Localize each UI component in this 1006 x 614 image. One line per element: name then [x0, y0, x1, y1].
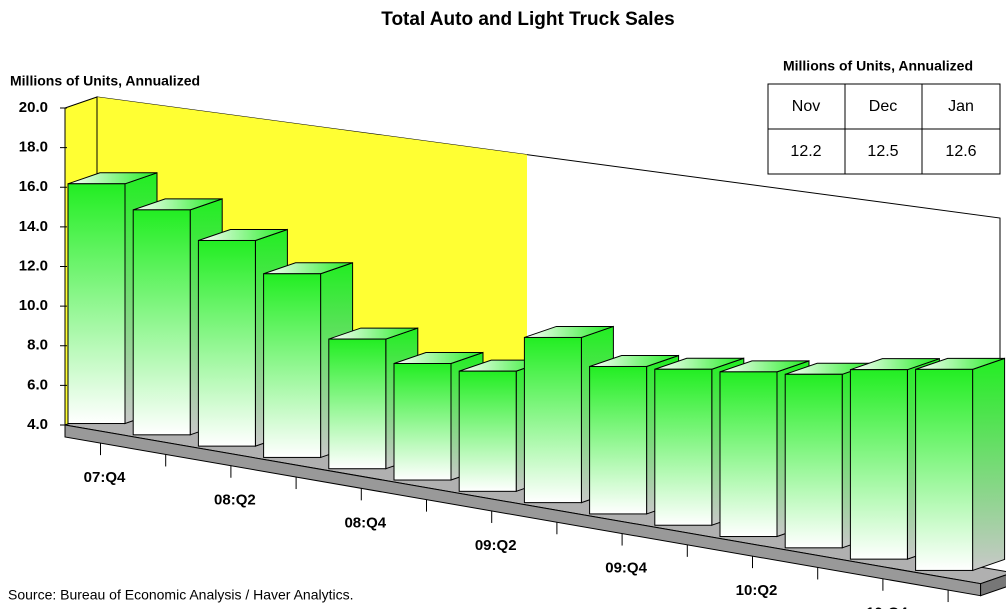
table-cell: 12.6 — [945, 143, 976, 160]
plot: 4.0 6.0 8.0 10.0 12.0 14.0 16.0 18.0 20.0 07:Q4 08… — [19, 96, 1006, 614]
x-tick-label: 10:Q2 — [736, 582, 778, 599]
x-tick-label: 09:Q2 — [475, 537, 517, 554]
bar — [654, 368, 713, 526]
y-axis-label: Millions of Units, Annualized — [10, 73, 200, 89]
chart-title: Total Auto and Light Truck Sales — [381, 9, 674, 30]
x-tick-label: 08:Q4 — [344, 514, 386, 531]
y-tick-label: 18.0 — [19, 139, 48, 156]
x-tick-label: 10:Q4 — [866, 605, 908, 609]
bar — [784, 373, 843, 549]
bar — [393, 363, 452, 481]
bar — [589, 365, 648, 515]
bar — [915, 368, 974, 571]
x-tick-label: 08:Q2 — [214, 492, 256, 509]
table-header: Jan — [948, 98, 974, 115]
bar — [458, 370, 517, 492]
bar — [67, 183, 126, 425]
y-tick-label: 16.0 — [19, 178, 48, 195]
bar — [263, 273, 322, 458]
bar — [328, 338, 387, 470]
bar — [719, 371, 778, 538]
y-tick-label: 4.0 — [27, 416, 48, 433]
table — [767, 83, 1001, 175]
table-header: Dec — [869, 98, 897, 115]
x-tick-label: 07:Q4 — [84, 469, 126, 486]
table-cell: 12.2 — [790, 143, 821, 160]
table-title: Millions of Units, Annualized — [783, 58, 973, 74]
y-tick-label: 6.0 — [27, 376, 48, 393]
floor-side — [980, 574, 1006, 597]
bar — [197, 239, 256, 447]
table-header: Nov — [792, 98, 820, 115]
y-tick-label: 8.0 — [27, 337, 48, 354]
source: Source: Bureau of Economic Analysis / Ha… — [8, 587, 354, 603]
y-tick-label: 14.0 — [19, 218, 48, 235]
bar — [849, 369, 908, 560]
y-tick-label: 12.0 — [19, 257, 48, 274]
y-tick-label: 10.0 — [19, 297, 48, 314]
bar — [523, 336, 582, 504]
y-tick-label: 20.0 — [19, 99, 48, 116]
bar-side — [972, 357, 1006, 572]
x-tick-label: 09:Q4 — [605, 560, 647, 577]
bar — [132, 209, 191, 436]
table-cell: 12.5 — [867, 143, 898, 160]
